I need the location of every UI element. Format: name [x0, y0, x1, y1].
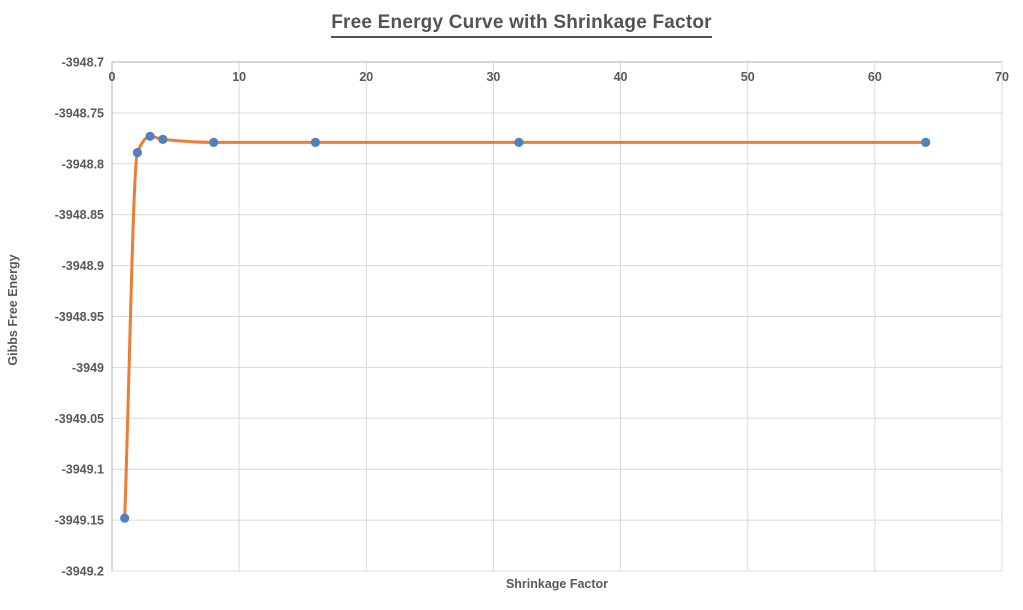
- x-tick-label: 60: [868, 70, 882, 84]
- data-point-marker: [120, 513, 130, 523]
- data-point-marker: [145, 131, 155, 141]
- data-point-marker: [209, 137, 219, 147]
- x-tick-label: 30: [486, 70, 500, 84]
- x-tick-label: 10: [232, 70, 246, 84]
- y-tick-label: -3949.1: [62, 463, 104, 477]
- y-axis-title: Gibbs Free Energy: [6, 254, 20, 366]
- x-tick-label: 20: [359, 70, 373, 84]
- data-point-marker: [158, 134, 168, 144]
- x-tick-label: 50: [741, 70, 755, 84]
- data-point-marker: [921, 137, 931, 147]
- y-tick-label: -3948.7: [62, 56, 104, 70]
- y-tick-label: -3948.9: [62, 259, 104, 273]
- chart-title-text: Free Energy Curve with Shrinkage Factor: [331, 12, 712, 38]
- y-tick-label: -3948.8: [62, 157, 104, 171]
- y-tick-label: -3948.75: [55, 106, 104, 120]
- x-axis-title: Shrinkage Factor: [505, 577, 609, 591]
- y-tick-label: -3949.15: [55, 514, 104, 528]
- series-line: [123, 134, 928, 520]
- y-tick-label: -3949: [72, 361, 104, 375]
- x-tick-label: 40: [614, 70, 628, 84]
- y-tick-label: -3949.2: [62, 565, 104, 579]
- y-tick-label: -3948.85: [55, 208, 104, 222]
- y-tick-label: -3949.05: [55, 412, 104, 426]
- data-point-marker: [514, 137, 524, 147]
- data-point-marker: [132, 148, 142, 158]
- chart-title: Free Energy Curve with Shrinkage Factor: [20, 12, 1023, 38]
- x-tick-label: 0: [109, 70, 116, 84]
- x-tick-label: 70: [995, 70, 1009, 84]
- data-point-marker: [310, 137, 320, 147]
- y-tick-label: -3948.95: [55, 310, 104, 324]
